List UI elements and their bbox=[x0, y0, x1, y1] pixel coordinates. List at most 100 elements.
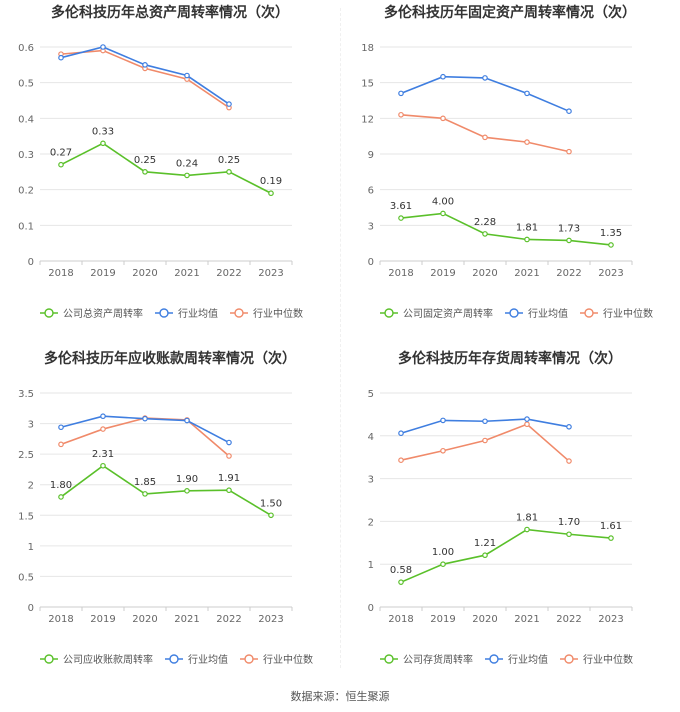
series-line-avg bbox=[60, 46, 230, 105]
data-label: 1.81 bbox=[516, 513, 538, 524]
chart-receivables-turnover: 多伦科技历年应收账款周转率情况（次） 0 0.5 1 1.5 2 2.5 3 3.5 2018 20… bbox=[18, 350, 313, 666]
data-point-avg bbox=[58, 54, 64, 61]
data-label: 0.33 bbox=[92, 126, 114, 137]
y-tick-label: 2.5 bbox=[18, 450, 34, 461]
data-point-company bbox=[440, 210, 446, 217]
data-label: 1.00 bbox=[432, 547, 454, 558]
y-tick-label: 4 bbox=[368, 432, 374, 443]
data-point-company bbox=[608, 535, 614, 541]
data-point-avg bbox=[184, 417, 190, 424]
data-label: 2.31 bbox=[92, 449, 114, 460]
data-point-avg bbox=[524, 90, 530, 97]
y-tick-label: 0 bbox=[28, 257, 34, 268]
data-point-median bbox=[58, 441, 64, 448]
legend-marker-median bbox=[584, 308, 594, 318]
data-point-company bbox=[398, 579, 404, 585]
data-point-avg bbox=[58, 424, 64, 431]
panel-divider bbox=[340, 8, 341, 668]
data-point-company bbox=[398, 215, 404, 221]
y-tick-label: 1 bbox=[368, 560, 374, 571]
data-point-avg bbox=[226, 439, 232, 446]
data-label: 1.73 bbox=[558, 223, 580, 234]
legend-marker-median bbox=[244, 654, 254, 664]
data-point-avg bbox=[440, 73, 446, 80]
data-label: 1.70 bbox=[558, 517, 580, 528]
data-label: 0.58 bbox=[390, 565, 412, 576]
data-point-company bbox=[566, 237, 572, 244]
chart-total-asset-turnover: 多伦科技历年总资产周转率情况（次） 0 0.1 0.2 0.3 0.4 0.5 0.6 2018… bbox=[18, 4, 303, 320]
data-point-company bbox=[482, 552, 488, 559]
y-tick-label: 0.6 bbox=[18, 43, 34, 54]
data-label: 0.24 bbox=[176, 158, 198, 169]
legend-label-company: 公司固定资产周转率 bbox=[403, 307, 493, 320]
y-tick-label: 2 bbox=[28, 481, 34, 492]
data-point-avg bbox=[100, 44, 106, 50]
legend-label-avg: 行业均值 bbox=[528, 307, 568, 320]
x-tick-label: 2021 bbox=[174, 268, 199, 279]
y-tick-label: 0.2 bbox=[18, 186, 34, 197]
data-point-median bbox=[398, 111, 404, 118]
y-tick-label: 0 bbox=[368, 257, 374, 268]
x-tick-label: 2020 bbox=[132, 268, 157, 279]
data-point-avg bbox=[100, 413, 106, 420]
x-tick-label: 2018 bbox=[48, 268, 73, 279]
y-tick-label: 9 bbox=[368, 150, 374, 161]
y-tick-label: 3 bbox=[28, 420, 34, 431]
y-tick-label: 6 bbox=[368, 186, 374, 197]
y-tick-label: 0.3 bbox=[18, 150, 34, 161]
x-tick-label: 2020 bbox=[472, 614, 497, 625]
data-point-median bbox=[566, 148, 572, 155]
data-point-avg bbox=[482, 75, 488, 81]
y-tick-label: 3.5 bbox=[18, 389, 34, 400]
legend-marker-company bbox=[384, 654, 394, 664]
data-label: 0.25 bbox=[134, 155, 156, 166]
y-tick-label: 1.5 bbox=[18, 511, 34, 522]
data-point-company bbox=[566, 531, 572, 538]
y-tick-label: 12 bbox=[361, 114, 374, 125]
series-line-company bbox=[400, 528, 612, 583]
x-tick-label: 2019 bbox=[430, 268, 455, 279]
data-point-median bbox=[482, 134, 488, 141]
legend-marker-avg bbox=[169, 654, 179, 664]
x-tick-label: 2023 bbox=[598, 614, 623, 625]
y-tick-label: 5 bbox=[368, 389, 374, 400]
data-point-company bbox=[226, 487, 232, 494]
x-tick-label: 2022 bbox=[556, 268, 581, 279]
data-label: 1.85 bbox=[134, 477, 156, 488]
data-point-median bbox=[524, 421, 530, 428]
data-label: 2.28 bbox=[474, 217, 496, 228]
data-point-company bbox=[100, 140, 106, 147]
data-label: 1.61 bbox=[600, 521, 622, 532]
data-point-median bbox=[482, 437, 488, 444]
data-point-company bbox=[184, 172, 190, 179]
x-tick-label: 2018 bbox=[388, 614, 413, 625]
x-tick-label: 2023 bbox=[258, 268, 283, 279]
legend-marker-company bbox=[44, 654, 54, 664]
x-tick-label: 2022 bbox=[556, 614, 581, 625]
data-point-median bbox=[566, 458, 572, 464]
x-tick-label: 2019 bbox=[430, 614, 455, 625]
data-point-company bbox=[440, 561, 446, 568]
x-tick-label: 2021 bbox=[514, 614, 539, 625]
y-tick-label: 3 bbox=[368, 221, 374, 232]
data-point-avg bbox=[566, 424, 572, 430]
data-point-avg bbox=[524, 416, 530, 422]
y-tick-label: 1 bbox=[28, 542, 34, 553]
legend-label-median: 行业中位数 bbox=[253, 307, 303, 320]
data-label: 1.35 bbox=[600, 228, 622, 239]
data-point-company bbox=[524, 236, 530, 243]
data-point-company bbox=[58, 494, 64, 500]
data-point-avg bbox=[398, 430, 404, 437]
y-tick-label: 15 bbox=[361, 79, 374, 90]
data-point-company bbox=[184, 488, 190, 494]
chart-panel-fixed-asset-turnover: 多伦科技历年固定资产周转率情况（次） 0 3 6 9 12 15 18 2018 2019 2020… bbox=[340, 0, 680, 340]
x-tick-label: 2019 bbox=[90, 614, 115, 625]
legend-marker-company bbox=[384, 308, 394, 318]
series-line-company bbox=[60, 142, 272, 194]
data-label: 1.91 bbox=[218, 473, 240, 484]
series-line-company bbox=[400, 212, 612, 246]
x-tick-label: 2022 bbox=[216, 268, 241, 279]
series-line-median bbox=[60, 49, 230, 109]
data-point-median bbox=[440, 115, 446, 122]
chart-fixed-asset-turnover: 多伦科技历年固定资产周转率情况（次） 0 3 6 9 12 15 18 2018 2019 2020… bbox=[361, 4, 653, 320]
